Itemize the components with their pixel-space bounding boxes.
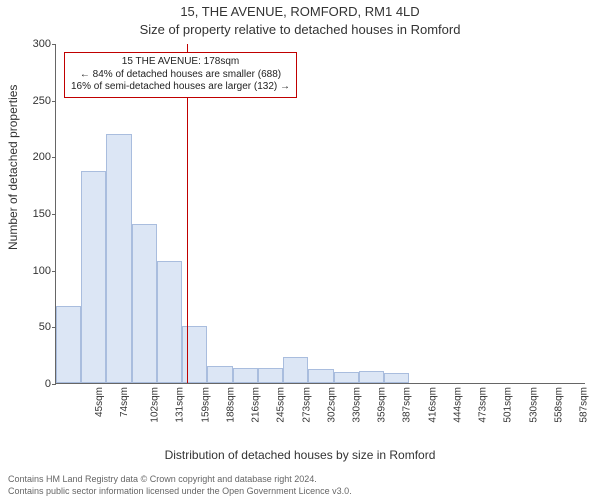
- title-line-2: Size of property relative to detached ho…: [0, 22, 600, 37]
- y-tick-mark: [52, 101, 56, 102]
- marker-annotation: 15 THE AVENUE: 178sqm ← 84% of detached …: [64, 52, 297, 98]
- x-tick-label: 530sqm: [528, 387, 539, 423]
- y-tick-label: 250: [11, 95, 51, 107]
- y-tick-label: 50: [11, 321, 51, 333]
- x-tick-label: 501sqm: [503, 387, 514, 423]
- histogram-bar: [283, 357, 308, 383]
- y-tick-mark: [52, 384, 56, 385]
- x-tick-label: 587sqm: [579, 387, 590, 423]
- y-tick-label: 200: [11, 151, 51, 163]
- x-tick-label: 159sqm: [200, 387, 211, 423]
- x-tick-label: 131sqm: [175, 387, 186, 423]
- y-tick-mark: [52, 214, 56, 215]
- y-tick-mark: [52, 271, 56, 272]
- histogram-bar: [334, 372, 359, 383]
- x-axis-label: Distribution of detached houses by size …: [0, 448, 600, 462]
- y-tick-mark: [52, 44, 56, 45]
- y-tick-label: 0: [11, 378, 51, 390]
- histogram-bar: [132, 224, 157, 383]
- annotation-line-1: 15 THE AVENUE: 178sqm: [71, 56, 290, 69]
- x-tick-label: 74sqm: [119, 387, 130, 417]
- x-tick-label: 188sqm: [225, 387, 236, 423]
- x-tick-label: 216sqm: [251, 387, 262, 423]
- x-tick-label: 330sqm: [352, 387, 363, 423]
- y-tick-label: 300: [11, 38, 51, 50]
- histogram-bar: [384, 373, 409, 383]
- x-tick-label: 416sqm: [427, 387, 438, 423]
- title-line-1: 15, THE AVENUE, ROMFORD, RM1 4LD: [0, 4, 600, 19]
- x-tick-label: 45sqm: [94, 387, 105, 417]
- histogram-bar: [157, 261, 182, 383]
- x-tick-label: 444sqm: [453, 387, 464, 423]
- x-tick-label: 558sqm: [553, 387, 564, 423]
- footer-licence: Contains public sector information licen…: [8, 486, 352, 496]
- x-tick-label: 302sqm: [326, 387, 337, 423]
- histogram-bar: [308, 369, 333, 383]
- x-tick-label: 245sqm: [276, 387, 287, 423]
- x-tick-label: 473sqm: [478, 387, 489, 423]
- annotation-line-2: ← 84% of detached houses are smaller (68…: [71, 69, 290, 82]
- x-tick-label: 359sqm: [377, 387, 388, 423]
- x-tick-label: 273sqm: [301, 387, 312, 423]
- y-tick-label: 150: [11, 208, 51, 220]
- y-tick-mark: [52, 157, 56, 158]
- histogram-bar: [359, 371, 384, 383]
- x-tick-label: 102sqm: [150, 387, 161, 423]
- histogram-bar: [233, 368, 258, 383]
- histogram-bar: [182, 326, 207, 383]
- histogram-bar: [106, 134, 131, 383]
- footer-copyright: Contains HM Land Registry data © Crown c…: [8, 474, 317, 484]
- histogram-bar: [258, 368, 283, 383]
- histogram-bar: [207, 366, 232, 383]
- y-axis-label: Number of detached properties: [6, 85, 20, 250]
- annotation-line-3: 16% of semi-detached houses are larger (…: [71, 81, 290, 94]
- x-tick-label: 387sqm: [402, 387, 413, 423]
- histogram-bar: [81, 171, 106, 383]
- histogram-bar: [56, 306, 81, 383]
- y-tick-label: 100: [11, 265, 51, 277]
